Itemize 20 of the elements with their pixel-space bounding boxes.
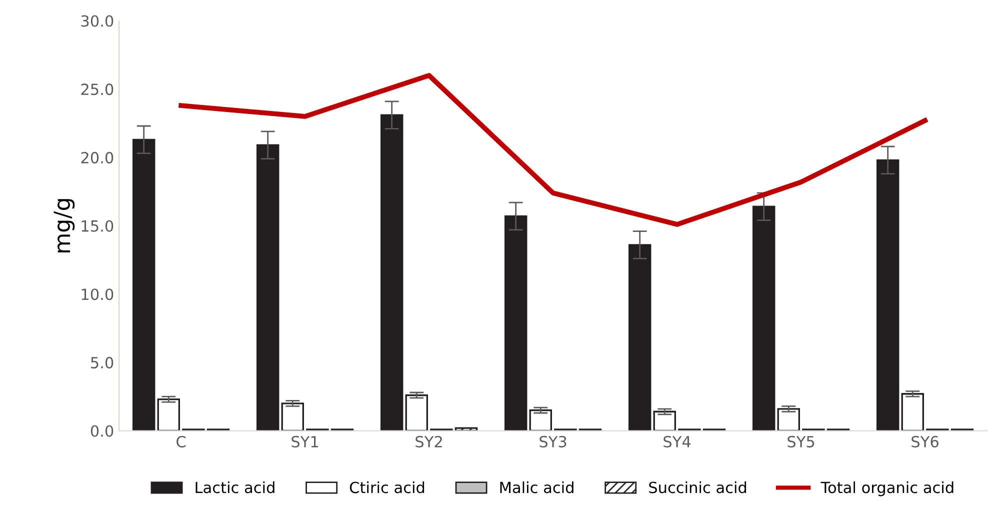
legend-label: Succinic acid	[649, 481, 746, 494]
y-tick-label: 15.0	[82, 220, 114, 232]
y-tick-label: 10.0	[82, 288, 114, 300]
x-tick-label: SY6	[912, 436, 938, 448]
y-tick-label: 20.0	[81, 152, 114, 164]
legend-label: Total organic acid	[820, 481, 954, 496]
y-tick-label: 30.0	[81, 15, 114, 27]
x-tick-label: C	[176, 436, 186, 448]
x-tick-label: SY1	[292, 436, 318, 448]
x-tick-label: SY3	[540, 436, 566, 448]
legend-label: Lactic acid	[196, 481, 274, 494]
y-tick-label: 0.0	[90, 425, 114, 437]
y-tick-label: 25.0	[81, 84, 114, 96]
legend-label: Malic acid	[500, 481, 574, 494]
legend-label: Ctiric acid	[350, 481, 424, 494]
y-axis-title: mg/g	[54, 199, 75, 252]
y-tick-label: 5.0	[91, 356, 114, 368]
x-tick-label: SY2	[416, 436, 442, 448]
x-tick-label: SY5	[788, 436, 814, 448]
x-tick-label: SY4	[664, 436, 691, 448]
